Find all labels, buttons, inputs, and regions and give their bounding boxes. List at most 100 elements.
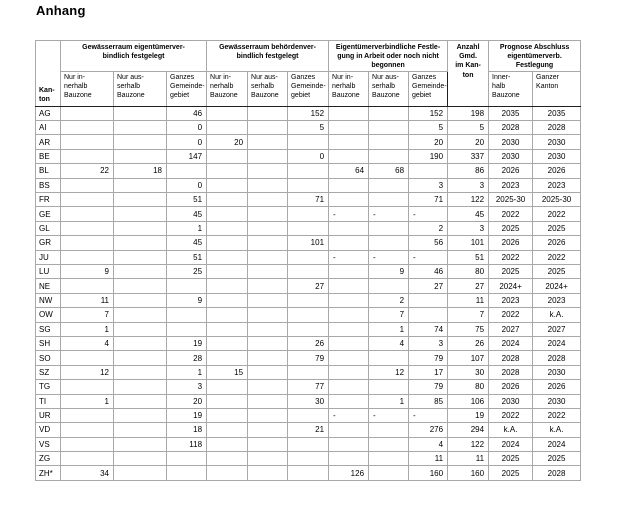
cell: 85 <box>408 393 449 409</box>
cell <box>113 263 167 280</box>
table-row: UR 19- - -19 2022 2022 <box>35 407 582 424</box>
cell <box>206 407 249 424</box>
cell: 20 <box>206 134 249 150</box>
cell <box>287 220 330 237</box>
cell: 9 <box>368 263 410 280</box>
cell <box>247 220 289 237</box>
cell <box>247 436 289 453</box>
cell <box>60 177 114 194</box>
cell <box>287 249 330 266</box>
cell <box>328 451 370 467</box>
cell <box>165 307 208 323</box>
cell <box>247 451 289 467</box>
cell <box>113 220 167 237</box>
table-row: TI 1 20 30 1 85 106 2030 2030 <box>35 393 582 409</box>
cell <box>247 120 289 136</box>
cell <box>206 192 249 208</box>
canton-code: BE <box>35 148 61 165</box>
cell <box>287 364 330 381</box>
canton-code: ZH* <box>35 465 61 481</box>
cell <box>113 422 167 438</box>
cell: 26 <box>447 335 490 352</box>
cell <box>113 335 167 352</box>
cell: 0 <box>165 177 208 194</box>
cell <box>165 465 208 481</box>
cell <box>368 235 410 251</box>
cell <box>247 235 289 251</box>
cell: 2024 <box>488 436 534 453</box>
cell: - <box>328 407 370 424</box>
cell <box>247 148 289 165</box>
cell <box>60 379 114 395</box>
cell <box>247 105 289 122</box>
cell <box>60 220 114 237</box>
cell <box>113 192 167 208</box>
cell: 2022 <box>532 249 582 266</box>
cell <box>368 148 410 165</box>
cell <box>206 292 249 309</box>
cell: 21 <box>287 422 330 438</box>
cell <box>328 177 370 194</box>
cell: 2025 <box>532 451 582 467</box>
cell <box>60 120 114 136</box>
cell <box>368 278 410 294</box>
cell: 294 <box>447 422 490 438</box>
cell: 7 <box>60 307 114 323</box>
cell: 79 <box>287 350 330 366</box>
cell <box>60 451 114 467</box>
cell: 15 <box>206 364 249 381</box>
cell: 2028 <box>532 350 582 366</box>
cell <box>247 307 289 323</box>
cell: 19 <box>447 407 490 424</box>
cell <box>287 407 330 424</box>
cell: 18 <box>113 163 167 179</box>
cell: 5 <box>408 120 449 136</box>
table-row: GL 1 2 3 2025 2025 <box>35 220 582 237</box>
cell <box>113 235 167 251</box>
table-row: AI 0 5 5 5 2028 2028 <box>35 120 582 136</box>
cell <box>247 177 289 194</box>
cell: 2024+ <box>532 278 582 294</box>
cell: 46 <box>165 105 208 122</box>
cell <box>287 451 330 467</box>
cell: 2026 <box>532 379 582 395</box>
cell: 147 <box>165 148 208 165</box>
column-header-kanton: Kan- ton <box>35 40 61 107</box>
table-row: GR 45 101 56 101 2026 2026 <box>35 235 582 251</box>
cell: 20 <box>408 134 449 150</box>
cell <box>247 292 289 309</box>
cell: 2022 <box>532 206 582 222</box>
cell <box>368 422 410 438</box>
cell: 2028 <box>488 364 534 381</box>
cell: 80 <box>447 379 490 395</box>
cell: 51 <box>447 249 490 266</box>
cell <box>247 249 289 266</box>
canton-code: TI <box>35 393 61 409</box>
subheader-behoerd-ganzes-gebiet: Ganzes Gemeinde- gebiet <box>287 70 330 107</box>
cell: 7 <box>447 307 490 323</box>
cell: 198 <box>447 105 490 122</box>
cell: 122 <box>447 436 490 453</box>
cell: 45 <box>447 206 490 222</box>
cell: 2024 <box>488 335 534 352</box>
cell <box>206 235 249 251</box>
cell <box>368 120 410 136</box>
cell: 19 <box>165 407 208 424</box>
table-row: JU 51- - -51 2022 2022 <box>35 249 582 266</box>
cell: 101 <box>447 235 490 251</box>
subheader-eigent-nur-ausserhalb: Nur aus- serhalb Bauzone <box>113 70 167 107</box>
cell <box>60 134 114 150</box>
canton-code: LU <box>35 263 61 280</box>
table-row: NE 27 27 27 2024+ 2024+ <box>35 278 582 294</box>
table-header: Kan- ton Gewässerraum eigentümerver- bin… <box>35 40 582 107</box>
cell <box>287 163 330 179</box>
cell: 1 <box>60 393 114 409</box>
cell <box>206 177 249 194</box>
cell: 19 <box>165 335 208 352</box>
cell <box>247 379 289 395</box>
cell <box>328 105 370 122</box>
group-header-eigentuemerverbindlich: Gewässerraum eigentümerver- bindlich fes… <box>59 40 208 72</box>
cell: 2026 <box>532 163 582 179</box>
cell <box>368 465 410 481</box>
